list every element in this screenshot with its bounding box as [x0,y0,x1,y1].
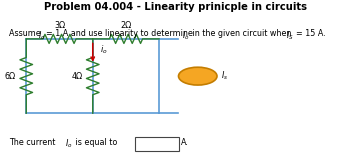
Text: $I_S$: $I_S$ [286,29,293,42]
Circle shape [178,67,217,85]
Text: Assume: Assume [9,29,43,38]
Text: 4Ω: 4Ω [71,72,83,81]
Text: 2Ω: 2Ω [120,21,132,30]
Text: 6Ω: 6Ω [5,72,16,81]
Text: The current: The current [9,138,58,147]
Text: is equal to: is equal to [73,138,117,147]
Text: $I_s$: $I_s$ [221,70,228,82]
Text: A.: A. [181,138,189,147]
Text: in the given circuit when: in the given circuit when [190,29,294,38]
Text: $I_o$: $I_o$ [182,29,190,42]
Text: = 15 A.: = 15 A. [296,29,326,38]
Text: Problem 04.004 - Linearity prinicple in circuits: Problem 04.004 - Linearity prinicple in … [43,2,307,12]
Text: 3Ω: 3Ω [54,21,65,30]
Text: $i_o$: $i_o$ [100,43,108,56]
Text: $I_o$: $I_o$ [38,29,46,42]
Text: = 1 A and use linearity to determine: = 1 A and use linearity to determine [46,29,196,38]
FancyBboxPatch shape [135,137,178,151]
Text: $I_o$: $I_o$ [65,138,72,150]
